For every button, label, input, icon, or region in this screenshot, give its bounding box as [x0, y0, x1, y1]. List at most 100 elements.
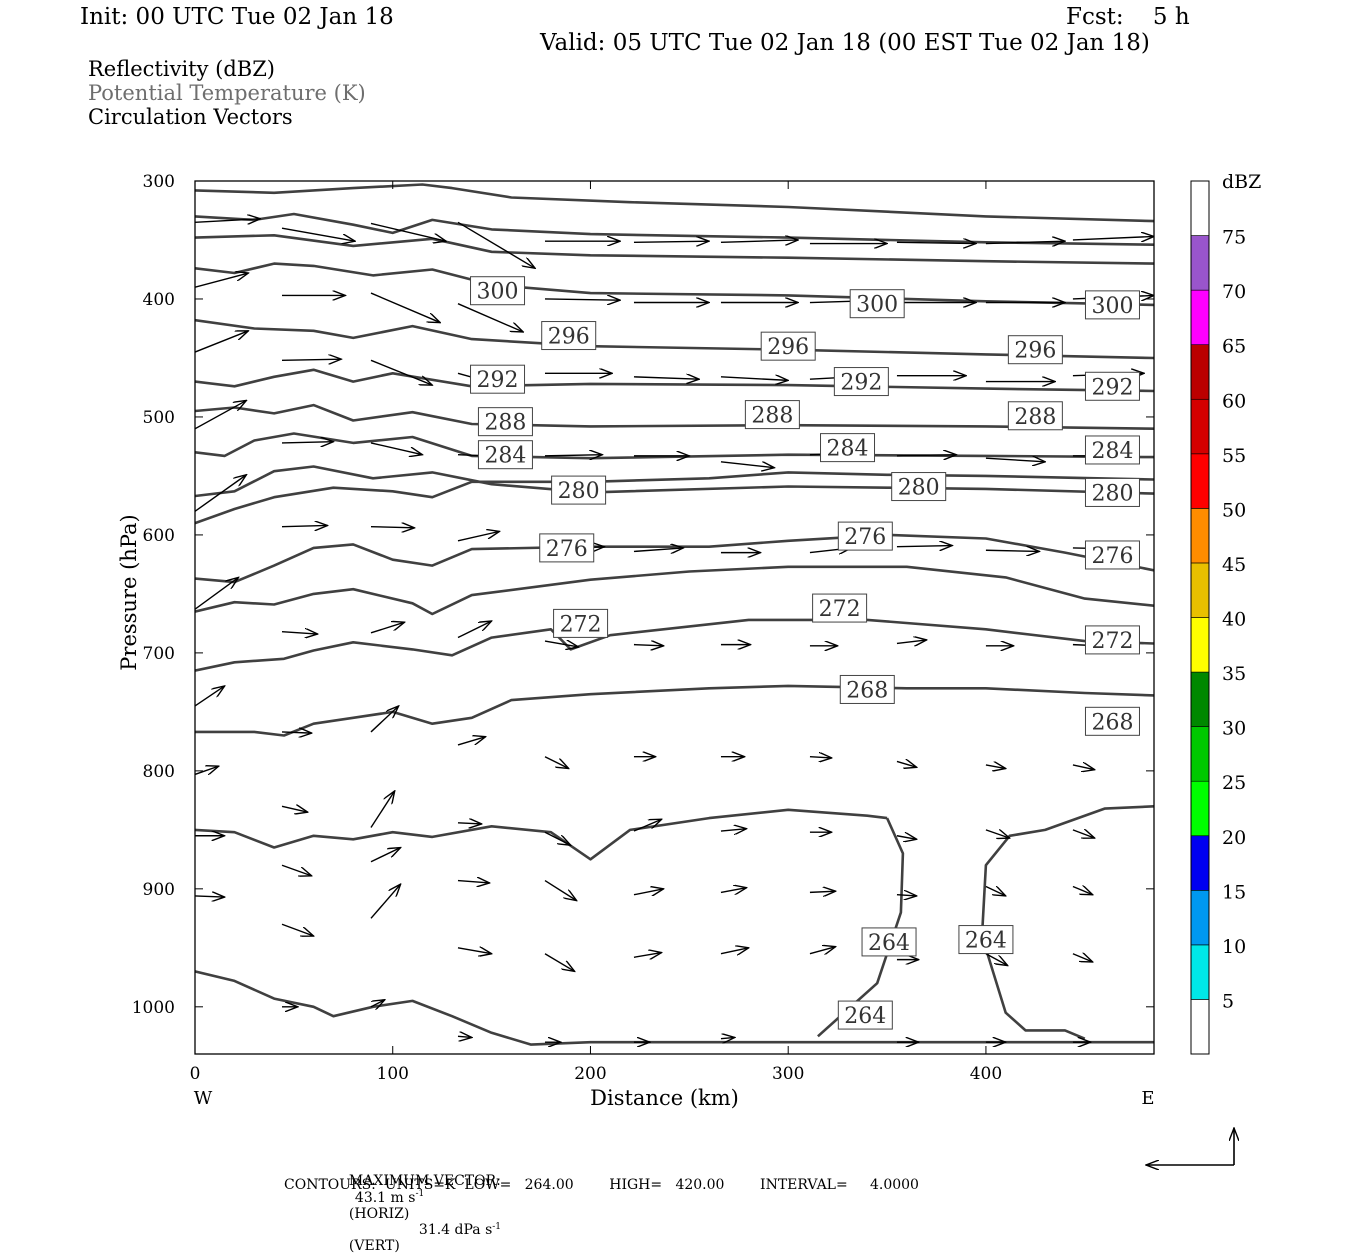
x-left-end-label: W — [194, 1088, 213, 1109]
colorbar-level-label: 5 — [1222, 990, 1234, 1012]
theta-contour — [195, 565, 1154, 616]
theta-contour — [195, 368, 1154, 393]
colorbar-frame — [1190, 180, 1210, 1055]
colorbar-level-label: 10 — [1222, 936, 1246, 958]
circulation-vector — [195, 896, 225, 897]
circulation-vector — [633, 377, 699, 379]
circulation-vector — [457, 221, 535, 268]
footer-max-vector: MAXIMUM VECTOR: 43.1 m s-1 (HORIZ) 31.4 … — [340, 1157, 501, 1254]
contour-label-box — [839, 674, 895, 704]
circulation-vector — [896, 640, 927, 644]
contour-label-box — [812, 593, 868, 623]
circulation-vector — [544, 831, 571, 845]
contour-label-box — [1084, 371, 1140, 401]
circulation-vector — [809, 757, 832, 758]
circulation-vector — [1072, 765, 1095, 770]
circulation-vector — [544, 641, 579, 647]
colorbar-level-label: 35 — [1222, 663, 1246, 685]
circulation-vector — [544, 299, 620, 300]
contour-label-box — [837, 521, 893, 551]
circulation-vector — [633, 645, 664, 646]
circulation-vector — [985, 458, 1045, 462]
theta-contour — [195, 262, 1154, 307]
horiz-tag: (HORIZ) — [348, 1205, 410, 1222]
circulation-vector — [281, 525, 327, 526]
circulation-vector — [457, 621, 492, 639]
contour-label-box — [958, 925, 1014, 955]
x-tick-label: 400 — [970, 1064, 1002, 1084]
x-tick-label: 300 — [772, 1064, 804, 1084]
circulation-vector — [985, 886, 1006, 895]
contour-label-box — [1084, 477, 1140, 507]
contour-label: 284 — [1091, 439, 1133, 464]
colorbar-level-label: 15 — [1222, 881, 1246, 903]
circulation-vector — [195, 686, 225, 707]
circulation-vector — [896, 242, 976, 243]
circulation-vector — [281, 442, 333, 443]
contour-label-box — [1084, 540, 1140, 570]
circulation-vector — [281, 732, 312, 733]
theta-contour — [195, 533, 1154, 584]
circulation-vector — [896, 836, 917, 840]
colorbar-swatch — [1190, 944, 1210, 1000]
circulation-vector — [370, 222, 446, 241]
contour-label: 272 — [819, 597, 861, 622]
contour-label: 276 — [1091, 544, 1133, 569]
circulation-vector — [809, 891, 836, 892]
legend-theta: Potential Temperature (K) — [88, 81, 366, 105]
theta-contour — [195, 471, 1154, 525]
circulation-vector — [457, 823, 482, 824]
contour-label-box — [744, 400, 800, 430]
circulation-vector — [985, 765, 1006, 769]
circulation-vector — [896, 895, 917, 896]
contour-label-box — [539, 533, 595, 563]
valid-time: Valid: 05 UTC Tue 02 Jan 18 (00 EST Tue … — [540, 30, 1150, 56]
x-tick-label: 100 — [377, 1064, 409, 1084]
colorbar-swatch — [1190, 890, 1210, 946]
circulation-vector — [720, 948, 749, 954]
circulation-vector — [195, 475, 246, 512]
colorbar-swatch — [1190, 508, 1210, 564]
circulation-vector — [544, 756, 569, 769]
y-tick-label: 400 — [143, 290, 175, 310]
contour-label: 280 — [558, 479, 600, 504]
circulation-vector — [370, 442, 422, 455]
theta-contour — [980, 805, 1154, 1040]
contour-label: 288 — [484, 411, 526, 436]
contour-label: 296 — [548, 325, 590, 350]
circulation-vector — [370, 791, 395, 828]
x-tick-label: 0 — [190, 1064, 201, 1084]
circulation-vector — [281, 632, 318, 634]
vert-unit-exponent: -1 — [492, 1221, 502, 1232]
forecast-hour: Fcst: 5 h — [1066, 4, 1190, 30]
theta-contour — [195, 808, 888, 861]
circulation-vector — [633, 241, 709, 242]
y-tick-label: 900 — [143, 880, 175, 900]
colorbar-swatch — [1190, 726, 1210, 782]
circulation-vector — [281, 923, 314, 936]
contour-label: 288 — [751, 404, 793, 429]
colorbar-swatch — [1190, 398, 1210, 455]
colorbar-level-label: 60 — [1222, 390, 1246, 412]
circulation-vector — [633, 953, 662, 958]
contour-label-box — [470, 276, 526, 306]
legend-reflectivity: Reflectivity (dBZ) — [88, 57, 276, 81]
colorbar-swatch — [1190, 671, 1210, 727]
circulation-vector — [281, 227, 355, 241]
circulation-vector — [370, 359, 432, 385]
circulation-vector — [985, 830, 1010, 838]
contour-label: 280 — [1091, 481, 1133, 506]
colorbar-swatch — [1190, 289, 1210, 345]
circulation-vector — [370, 884, 401, 919]
colorbar-level-label: 20 — [1222, 827, 1246, 849]
circulation-vector — [370, 527, 415, 528]
colorbar-level-label: 45 — [1222, 554, 1246, 576]
circulation-vector — [633, 548, 683, 552]
max-vector-label: MAXIMUM VECTOR: — [348, 1173, 501, 1189]
circulation-vector — [720, 461, 774, 468]
contour-label-box — [861, 927, 917, 957]
contour-label-box — [1084, 706, 1140, 736]
colorbar-swatch — [1190, 835, 1210, 891]
contour-label: 300 — [856, 293, 898, 318]
